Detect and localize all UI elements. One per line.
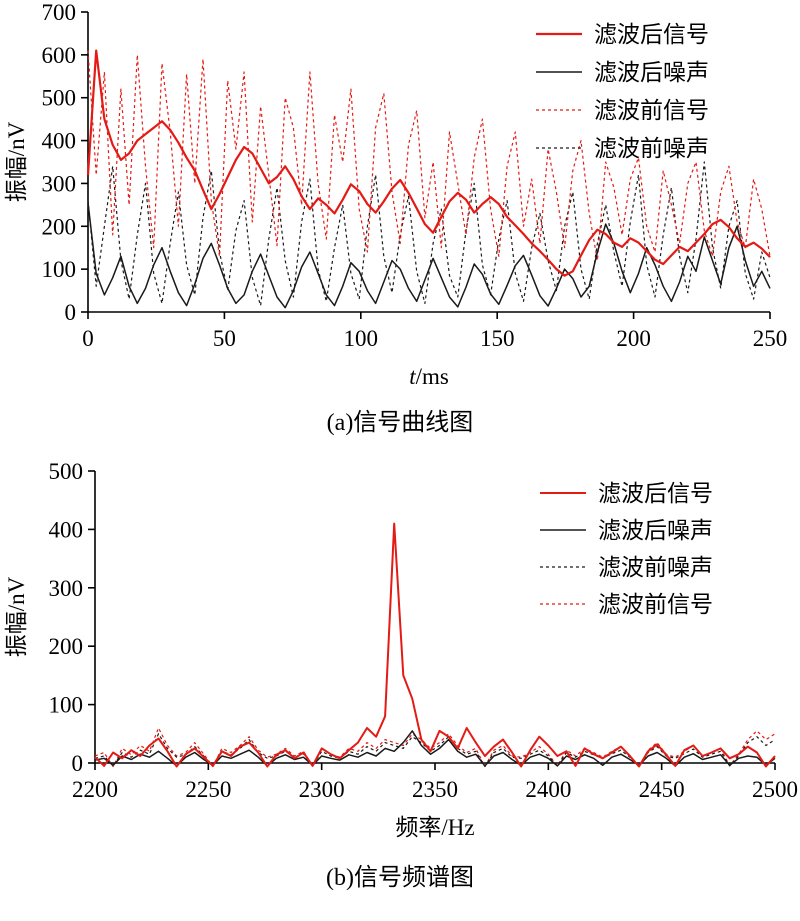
two-panel-signal-figure: 0 100 200 300 400 500 600 700 0 50 100 150 200 250 滤波后… (0, 0, 800, 892)
y-tick-label: 200 (42, 214, 77, 239)
x-tick-label: 2200 (72, 777, 118, 802)
x-tick-label: 2450 (639, 777, 685, 802)
y-tick-label: 500 (49, 459, 84, 484)
x-tick-label: 0 (82, 326, 94, 351)
x-tick-label: 250 (753, 326, 788, 351)
legend-label-prefilter-noise: 滤波前噪声 (598, 555, 713, 580)
x-tick-label: 2500 (752, 777, 798, 802)
caption-b: (b)信号频谱图 (326, 865, 474, 891)
x-tick-label: 100 (344, 326, 379, 351)
series-filtered-noise (87, 202, 771, 309)
y-tick-label: 300 (49, 576, 84, 601)
y-tick-label: 600 (42, 43, 77, 68)
legend-label-prefilter-signal: 滤波前信号 (598, 592, 713, 617)
legend-label-filtered-noise: 滤波后噪声 (598, 518, 713, 543)
y-tick-label: 100 (42, 257, 77, 282)
y-tick-label: 500 (42, 86, 77, 111)
chart-block-a: 0 100 200 300 400 500 600 700 0 50 100 150 200 250 滤波后… (0, 0, 800, 437)
signal-spectrum-chart: 0 100 200 300 400 500 2200 2250 2300 2350 2400 2450… (4, 459, 798, 840)
x-tick-label: 200 (616, 326, 651, 351)
series-filtered-noise (94, 730, 776, 767)
legend-label-filtered-noise: 滤波后噪声 (594, 60, 709, 85)
signal-time-chart: 0 100 200 300 400 500 600 700 0 50 100 150 200 250 滤波后… (4, 0, 788, 389)
x-tick-label: 2250 (185, 777, 231, 802)
y-tick-label: 100 (49, 693, 84, 718)
x-tick-label: 2300 (299, 777, 345, 802)
y-tick-label: 400 (42, 129, 77, 154)
legend-label-prefilter-signal: 滤波前信号 (594, 98, 709, 123)
x-tick-label: 150 (480, 326, 515, 351)
y-tick-label: 300 (42, 171, 77, 196)
y-tick-label: 200 (49, 634, 84, 659)
series-prefilter-signal (94, 727, 776, 768)
legend-label-prefilter-noise: 滤波前噪声 (594, 136, 709, 161)
y-axis-title: 振幅/nV (4, 121, 29, 202)
chart-block-b: 0 100 200 300 400 500 2200 2250 2300 2350 2400 2450… (0, 451, 800, 892)
y-tick-label: 0 (72, 751, 84, 776)
series-filtered-signal (86, 49, 771, 277)
x-tick-label: 50 (213, 326, 236, 351)
x-axis-title: 频率/Hz (395, 815, 474, 840)
x-tick-label: 2400 (525, 777, 571, 802)
series-prefilter-signal (87, 50, 771, 262)
y-tick-label: 700 (42, 0, 77, 25)
x-axis-title: t/ms (409, 364, 449, 389)
y-tick-label: 400 (49, 517, 84, 542)
x-tick-label: 2350 (412, 777, 458, 802)
y-axis-title: 振幅/nV (4, 576, 29, 657)
series-filtered-signal (94, 522, 776, 768)
y-tick-label: 0 (65, 300, 77, 325)
series-prefilter-noise (87, 161, 771, 307)
legend-label-filtered-signal: 滤波后信号 (598, 481, 713, 506)
legend-label-filtered-signal: 滤波后信号 (594, 22, 709, 47)
caption-a: (a)信号曲线图 (326, 410, 474, 436)
